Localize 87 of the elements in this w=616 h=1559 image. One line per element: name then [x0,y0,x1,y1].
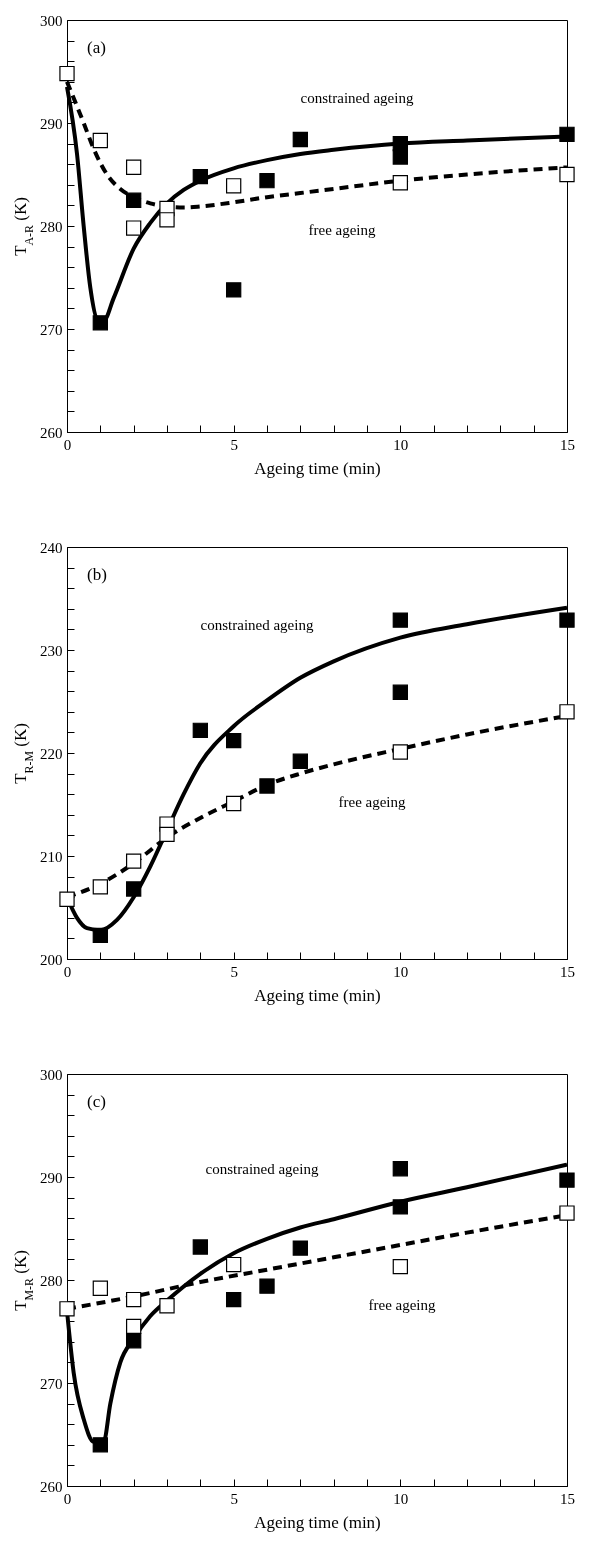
x-tick-label: 0 [63,963,72,980]
point [192,1239,208,1255]
x-axis-title: Ageing time (min) [254,458,381,478]
point [226,178,242,194]
point [126,159,142,175]
point [92,1437,108,1453]
point [559,126,575,142]
point [392,1258,408,1275]
point [192,722,208,739]
point [559,166,575,183]
x-tick-label: 15 [560,963,575,980]
point [92,1280,108,1296]
point [392,175,408,191]
y-tick-label: 280 [40,1272,63,1289]
y-tick-label: 220 [40,745,63,762]
annotation: free ageing [368,1296,437,1313]
y-tick-label: 270 [40,321,63,338]
point [259,173,275,189]
point [392,744,408,760]
point [59,891,75,907]
point [126,1333,142,1349]
annotation: constrained ageing [205,1160,319,1177]
point [92,315,108,331]
x-tick-label: 10 [393,436,409,453]
point [126,1291,142,1308]
point [92,132,108,149]
point [92,879,108,895]
point [392,612,408,628]
y-tick-label: 200 [40,951,63,968]
point [159,212,175,228]
annotation: constrained ageing [300,90,414,107]
x-tick-label: 5 [230,963,238,980]
point [126,881,142,897]
y-tick-label: 280 [40,218,63,235]
y-tick-label: 260 [40,424,63,441]
point [59,65,75,82]
point [126,192,142,208]
point [126,220,142,236]
annotation: constrained ageing [200,617,314,634]
y-tick-label: 270 [40,1375,63,1392]
point [392,1161,408,1177]
point [226,1291,242,1308]
point [159,1298,175,1314]
point [559,1172,575,1188]
y-tick-label: 260 [40,1478,63,1495]
point [126,853,142,869]
y-tick-label: 240 [40,539,63,556]
text: (c) [87,1092,106,1111]
point [126,1318,142,1335]
point [226,282,242,298]
point [559,704,575,720]
y-tick-label: 210 [40,848,63,865]
point [392,149,408,165]
point [392,684,408,700]
point [559,612,575,628]
point [259,778,275,794]
text: (b) [87,565,107,584]
x-axis-title: Ageing time (min) [254,985,381,1005]
point [559,1205,575,1221]
point [292,1240,308,1256]
y-tick-label: 290 [40,1169,63,1186]
y-tick-label: 230 [40,642,63,659]
x-tick-label: 10 [393,1490,409,1507]
x-tick-label: 0 [63,436,72,453]
x-tick-label: 15 [560,1490,575,1507]
point [292,753,308,769]
point [59,1301,75,1317]
y-tick-label: 300 [40,1066,63,1083]
point [92,927,108,943]
y-tick-label: 300 [40,12,63,29]
y-tick-label: 290 [40,115,63,132]
point [259,1278,275,1294]
point [226,732,242,749]
point [226,795,242,812]
x-tick-label: 0 [63,1490,72,1507]
annotation: free ageing [338,794,407,811]
point [159,826,175,843]
x-tick-label: 10 [393,963,409,980]
annotation: free ageing [308,222,377,239]
x-tick-label: 5 [230,1490,238,1507]
x-axis-title: Ageing time (min) [254,1512,381,1532]
text: (a) [87,38,106,57]
point [192,168,208,185]
point [292,131,308,148]
point [392,1199,408,1215]
x-tick-label: 5 [230,436,238,453]
x-tick-label: 15 [560,436,575,453]
